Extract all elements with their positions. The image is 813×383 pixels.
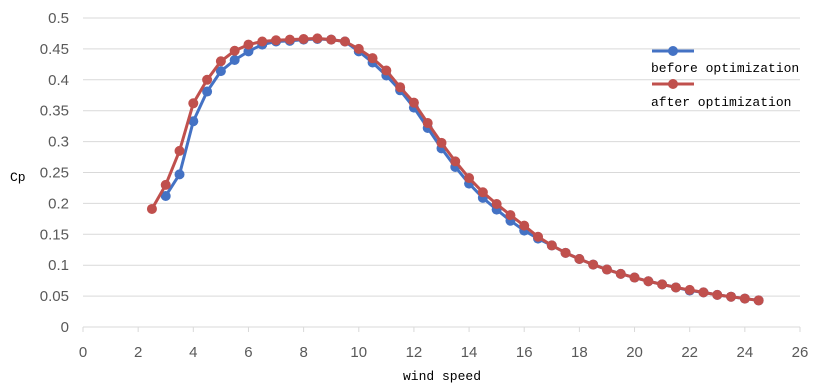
- x-tick-label: 18: [571, 344, 588, 361]
- data-point-after: [188, 98, 199, 109]
- data-point-before: [229, 55, 240, 66]
- y-tick-label: 0.15: [40, 226, 69, 243]
- data-point-after: [670, 282, 681, 293]
- data-point-before: [215, 66, 226, 77]
- x-tick-labels: 0 2 4 6 8 10 12 14 16 18 20 22 24 26: [79, 344, 809, 361]
- x-tick-label: 10: [350, 344, 367, 361]
- data-point-after: [615, 268, 626, 279]
- data-point-after: [257, 36, 268, 47]
- legend-entry-after: after optimization: [651, 79, 791, 110]
- data-point-after: [312, 33, 323, 44]
- data-point-after: [339, 36, 350, 47]
- x-tick-label: 14: [461, 344, 478, 361]
- legend-label-after: after optimization: [651, 95, 791, 110]
- data-point-after: [684, 284, 695, 295]
- data-point-after: [284, 34, 295, 45]
- data-point-after: [574, 254, 585, 265]
- data-point-after: [505, 210, 516, 221]
- data-point-after: [326, 34, 337, 45]
- series-after: [146, 33, 764, 306]
- y-tick-label: 0.2: [48, 195, 69, 212]
- legend-swatch-marker-after: [668, 79, 678, 89]
- legend-label-before: before optimization: [651, 61, 799, 76]
- y-tick-label: 0.45: [40, 41, 69, 58]
- y-tick-label: 0.4: [48, 72, 69, 89]
- x-tick-label: 0: [79, 344, 87, 361]
- data-point-after: [657, 279, 668, 290]
- data-point-after: [215, 56, 226, 67]
- data-point-before: [188, 116, 199, 127]
- y-tick-label: 0.35: [40, 103, 69, 120]
- x-tick-label: 4: [189, 344, 197, 361]
- data-point-after: [174, 145, 185, 156]
- data-point-before: [202, 86, 213, 97]
- data-point-after: [271, 35, 282, 46]
- data-point-after: [698, 287, 709, 298]
- legend-swatch-marker-before: [668, 46, 678, 56]
- data-point-after: [450, 156, 461, 167]
- y-tick-label: 0: [61, 319, 69, 336]
- data-point-after: [491, 199, 502, 210]
- data-point-after: [560, 247, 571, 258]
- y-axis-label: Cp: [10, 170, 26, 185]
- y-tick-label: 0.1: [48, 257, 69, 274]
- data-point-after: [643, 276, 654, 287]
- data-point-after: [422, 118, 433, 129]
- y-tick-label: 0.3: [48, 134, 69, 151]
- data-point-after: [629, 272, 640, 283]
- x-tick-label: 22: [681, 344, 698, 361]
- legend-entry-before: before optimization: [651, 46, 799, 76]
- data-point-after: [202, 74, 213, 85]
- x-tick-label: 16: [516, 344, 533, 361]
- data-point-after: [146, 203, 157, 214]
- y-tick-label: 0.25: [40, 165, 69, 182]
- x-tick-label: 8: [299, 344, 307, 361]
- x-tick-label: 24: [737, 344, 754, 361]
- data-point-after: [601, 264, 612, 275]
- data-point-after: [353, 43, 364, 54]
- y-tick-labels: 0 0.05 0.1 0.15 0.2 0.25 0.3 0.35 0.4 0.45 0.5: [40, 10, 69, 336]
- data-point-after: [519, 220, 530, 231]
- data-point-after: [408, 97, 419, 108]
- gridlines: [82, 17, 801, 332]
- data-point-after: [243, 39, 254, 50]
- data-point-after: [395, 82, 406, 93]
- x-tick-label: 20: [626, 344, 643, 361]
- data-point-after: [464, 173, 475, 184]
- x-tick-label: 26: [792, 344, 809, 361]
- data-point-after: [160, 179, 171, 190]
- y-tick-label: 0.5: [48, 10, 69, 27]
- data-point-after: [436, 137, 447, 148]
- data-point-after: [381, 65, 392, 76]
- data-point-after: [739, 293, 750, 304]
- x-tick-label: 6: [244, 344, 252, 361]
- series-layer: [146, 33, 764, 306]
- data-point-after: [533, 231, 544, 242]
- data-point-before: [174, 169, 185, 180]
- x-axis-label: wind speed: [403, 369, 481, 383]
- data-point-before: [160, 190, 171, 201]
- data-point-after: [298, 34, 309, 45]
- data-point-after: [367, 53, 378, 64]
- y-tick-label: 0.05: [40, 288, 69, 305]
- data-point-after: [477, 187, 488, 198]
- data-point-after: [229, 45, 240, 56]
- data-point-after: [588, 259, 599, 270]
- data-point-after: [546, 240, 557, 251]
- legend: before optimization after optimization: [651, 46, 799, 110]
- data-point-after: [726, 291, 737, 302]
- x-tick-label: 12: [406, 344, 423, 361]
- x-tick-label: 2: [134, 344, 142, 361]
- data-point-after: [753, 295, 764, 306]
- data-point-after: [712, 289, 723, 300]
